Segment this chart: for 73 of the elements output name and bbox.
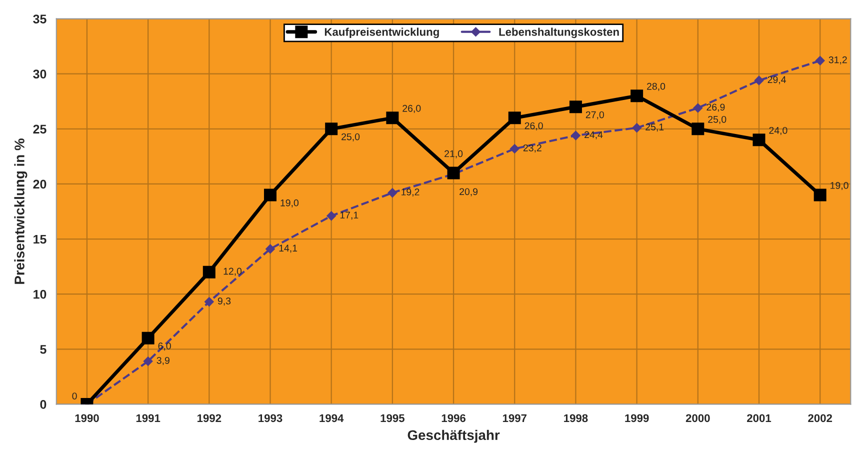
y-tick-label: 0	[40, 400, 46, 409]
y-tick-label: 5	[40, 345, 46, 354]
data-label: 14,1	[279, 244, 298, 253]
data-label: 29,4	[768, 76, 786, 84]
point	[388, 188, 398, 198]
data-label: 25,0	[342, 133, 360, 142]
point	[692, 122, 704, 136]
point	[264, 188, 276, 202]
point	[815, 56, 825, 66]
data-label: 6,0	[158, 342, 171, 351]
y-tick-label: 20	[33, 180, 46, 189]
x-tick-label: 1994	[320, 414, 344, 422]
point	[325, 122, 338, 136]
x-tick-label: 1999	[625, 414, 649, 422]
y-axis-title: Preisentwicklung in %	[14, 138, 28, 284]
x-tick-label: 1991	[136, 414, 160, 422]
point	[266, 244, 275, 254]
x-tick-label: 1995	[380, 414, 404, 422]
x-tick-label: 2000	[686, 414, 710, 422]
data-label: 26,0	[524, 122, 543, 130]
y-tick-label: 30	[33, 70, 46, 79]
x-tick-label: 1993	[258, 414, 282, 422]
point	[569, 100, 582, 114]
point	[142, 332, 154, 344]
point	[202, 266, 216, 278]
data-label: 19,2	[402, 188, 420, 197]
data-label: 24,4	[584, 131, 603, 140]
point	[571, 130, 580, 140]
x-tick-label: 1998	[564, 414, 588, 422]
y-tick-label: 15	[34, 234, 46, 244]
data-label: 3,9	[156, 356, 170, 366]
y-tick-label: 25	[33, 124, 46, 134]
y-tick-label: 35	[33, 14, 46, 24]
point	[814, 188, 826, 202]
data-label: 19,0	[830, 182, 848, 190]
data-label: 24,0	[769, 126, 788, 135]
point	[510, 144, 520, 154]
point	[204, 297, 214, 306]
data-label: 21,0	[444, 150, 463, 158]
point	[143, 356, 153, 366]
data-label: 27,0	[586, 111, 604, 120]
data-label: 19,0	[280, 199, 299, 208]
point	[752, 134, 766, 146]
y-tick-label: 10	[34, 290, 46, 299]
x-tick-label: 1992	[197, 414, 222, 422]
x-axis-title: Geschäftsjahr	[408, 430, 500, 443]
legend-label: Lebenshaltungskosten	[499, 28, 619, 38]
x-tick-label: 1990	[75, 414, 99, 422]
point	[447, 166, 460, 180]
data-label: 31,2	[828, 56, 847, 64]
x-tick-label: 2001	[747, 414, 772, 422]
data-label: 23,2	[523, 144, 542, 152]
data-label: 26,9	[706, 104, 725, 112]
point	[632, 123, 642, 132]
point	[508, 112, 521, 124]
data-label: 26,0	[402, 104, 421, 113]
point	[693, 103, 703, 113]
x-tick-label: 2002	[808, 414, 832, 422]
x-tick-label: 1996	[442, 414, 466, 422]
point	[326, 211, 336, 221]
point	[754, 76, 764, 86]
data-label: 25,1	[646, 124, 664, 132]
data-label: 12,0	[224, 268, 242, 276]
point	[386, 112, 399, 124]
data-label: 20,9	[460, 188, 478, 196]
data-label: 25,0	[708, 116, 726, 124]
point	[630, 90, 644, 102]
data-label: 28,0	[647, 82, 666, 91]
x-tick-label: 1997	[502, 414, 526, 422]
data-label: 9,3	[218, 298, 231, 306]
data-label: 17,1	[340, 212, 358, 220]
legend-label: Kaufpreisentwicklung	[324, 28, 439, 38]
data-label: 0	[72, 392, 77, 400]
